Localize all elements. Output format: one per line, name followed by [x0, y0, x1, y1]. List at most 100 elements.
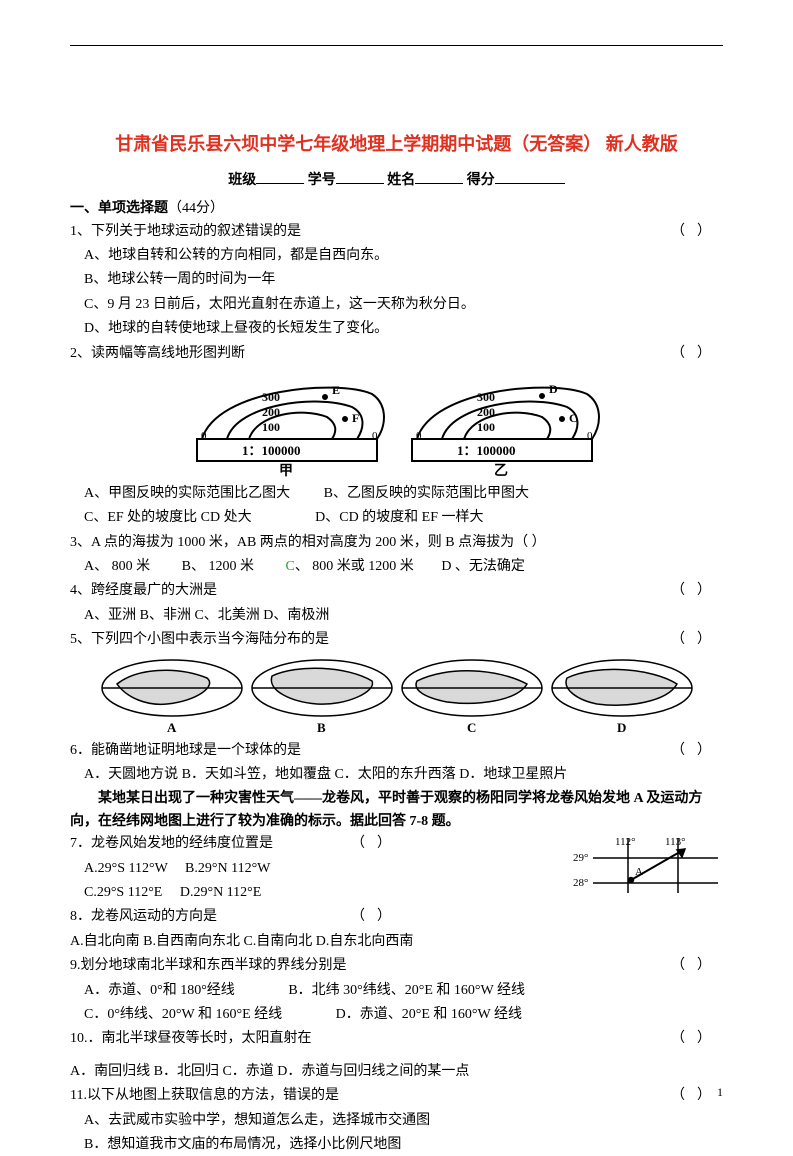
- q10-paren: （）: [671, 1028, 723, 1050]
- q5-B: B: [317, 720, 326, 735]
- q2-d: D、CD 的坡度和 EF 一样大: [315, 510, 483, 525]
- q5-figure: A B C D: [70, 656, 723, 736]
- jia-300: 300: [262, 390, 280, 404]
- label-class: 班级: [228, 173, 256, 188]
- q11-a: A、去武威市实验中学，想知道怎么走，选择城市交通图: [70, 1110, 723, 1132]
- q1-stem-row: 1、下列关于地球运动的叙述错误的是 （）: [70, 221, 723, 243]
- q6-opts: A．天圆地方说 B．天如斗笠，地如覆盘 C．太阳的东升西落 D．地球卫星照片: [70, 764, 723, 786]
- meta-line: 班级 学号 姓名 得分: [70, 169, 723, 192]
- q7-28: 28°: [573, 877, 588, 889]
- q5-D: D: [617, 720, 626, 735]
- q5-C: C: [467, 720, 476, 735]
- label-name: 姓名: [387, 173, 415, 188]
- blank-name: [415, 169, 463, 184]
- yi-label: 乙: [494, 463, 508, 479]
- q2-c: C、EF 处的坡度比 CD 处大: [70, 510, 252, 525]
- q9-row1: A．赤道、0°和 180°经线 B．北纬 30°纬线、20°E 和 160°W …: [70, 980, 723, 1002]
- yi-200: 200: [477, 405, 495, 419]
- q3-opts: A、 800 米 B、 1200 米 C、 800 米或 1200 米 D 、无…: [70, 556, 723, 578]
- jia-100: 100: [262, 420, 280, 434]
- context-78: 某地某日出现了一种灾害性天气——龙卷风，平时善于观察的杨阳同学将龙卷风始发地 A…: [70, 788, 723, 833]
- q9-d: D．赤道、20°E 和 160°W 经线: [336, 1007, 522, 1022]
- q7-stem: 7．龙卷风始发地的经纬度位置是: [70, 836, 273, 851]
- contour-maps-svg: 300 200 100 E F 0 0 1：100000 甲 300 200 1…: [187, 369, 607, 479]
- q9-paren: （）: [671, 955, 723, 977]
- q9-b: B．北纬 30°纬线、20°E 和 160°W 经线: [288, 983, 525, 998]
- section1-head: 一、单项选择题（44分）: [70, 198, 723, 220]
- q7-figure: 112° 113° 29° 28° A: [573, 833, 723, 911]
- q1-b: B、地球公转一周的时间为一年: [70, 269, 723, 291]
- q9-a: A．赤道、0°和 180°经线: [84, 983, 235, 998]
- exam-page: 甘肃省民乐县六坝中学七年级地理上学期期中试题（无答案） 新人教版 班级 学号 姓…: [0, 0, 793, 1122]
- exam-title: 甘肃省民乐县六坝中学七年级地理上学期期中试题（无答案） 新人教版: [70, 130, 723, 159]
- q2-stem: 2、读两幅等高线地形图判断: [70, 346, 245, 361]
- q8-opts: A.自北向南 B.自西南向东北 C.自南向北 D.自东北向西南: [70, 931, 723, 953]
- world-maps-svg: A B C D: [97, 656, 697, 736]
- q5-stem: 5、下列四个小图中表示当今海陆分布的是: [70, 632, 329, 647]
- q5-stem-row: 5、下列四个小图中表示当今海陆分布的是 （）: [70, 629, 723, 651]
- jia-E: E: [332, 383, 340, 397]
- q11-stem-row: 11.以下从地图上获取信息的方法，错误的是 （）: [70, 1085, 723, 1107]
- q9-c: C．0°纬线、20°W 和 160°E 经线: [84, 1007, 282, 1022]
- q10-opts: A．南回归线 B．北回归 C．赤道 D．赤道与回归线之间的某一点: [70, 1061, 723, 1083]
- q3-d: D 、无法确定: [441, 559, 525, 574]
- q8-stem-row: 8．龙卷风运动的方向是 （）: [70, 906, 563, 928]
- q11-paren: （）: [671, 1085, 723, 1107]
- q1-a: A、地球自转和公转的方向相同，都是自西向东。: [70, 245, 723, 267]
- lonlat-grid-svg: 112° 113° 29° 28° A: [573, 833, 723, 903]
- q3-c-rest: 、 800 米或 1200 米: [295, 559, 414, 574]
- yi-100: 100: [477, 420, 495, 434]
- q2-a: A、甲图反映的实际范围比乙图大: [70, 486, 290, 501]
- q1-c: C、9 月 23 日前后，太阳光直射在赤道上，这一天称为秋分日。: [70, 294, 723, 316]
- jia-label: 甲: [279, 463, 293, 479]
- q5-A: A: [167, 720, 177, 735]
- q2-opts-row1: A、甲图反映的实际范围比乙图大 B、乙图反映的实际范围比甲图大: [70, 483, 723, 505]
- q1-stem: 1、下列关于地球运动的叙述错误的是: [70, 224, 301, 239]
- q2-paren: （）: [671, 343, 723, 365]
- q3-stem: 3、A 点的海拔为 1000 米，AB 两点的相对高度为 200 米，则 B 点…: [70, 532, 723, 554]
- section1-title: 一、单项选择题: [70, 201, 168, 216]
- yi-zero-l: 0: [416, 430, 422, 442]
- q7-paren: （）: [351, 833, 403, 855]
- q3-a: A、 800 米: [84, 559, 150, 574]
- yi-zero-r: 0: [587, 430, 593, 442]
- q11-stem: 11.以下从地图上获取信息的方法，错误的是: [70, 1088, 339, 1103]
- top-rule: [70, 45, 723, 46]
- blank-class: [256, 169, 304, 184]
- q5-paren: （）: [671, 629, 723, 651]
- q4-stem-row: 4、跨经度最广的大洲是 （）: [70, 580, 723, 602]
- q4-stem: 4、跨经度最广的大洲是: [70, 583, 217, 598]
- q9-row2: C．0°纬线、20°W 和 160°E 经线 D．赤道、20°E 和 160°W…: [70, 1004, 723, 1026]
- blank-num: [336, 169, 384, 184]
- yi-D: D: [549, 382, 558, 396]
- q7-stem-row: 7．龙卷风始发地的经纬度位置是 （）: [70, 833, 563, 855]
- q7-113: 113°: [665, 836, 686, 848]
- q2-b: B、乙图反映的实际范围比甲图大: [324, 486, 529, 501]
- q8-paren: （）: [351, 906, 403, 928]
- label-num: 学号: [308, 173, 336, 188]
- blank-score: [495, 169, 565, 184]
- q7-d: D.29°N 112°E: [180, 885, 261, 900]
- section1-points: （44分）: [168, 201, 224, 216]
- q2-figure: 300 200 100 E F 0 0 1：100000 甲 300 200 1…: [70, 369, 723, 479]
- q7-b: B.29°N 112°W: [185, 861, 270, 876]
- q6-stem-row: 6．能确凿地证明地球是一个球体的是 （）: [70, 740, 723, 762]
- q9-stem: 9.划分地球南北半球和东西半球的界线分别是: [70, 958, 347, 973]
- jia-zero-l: 0: [201, 430, 207, 442]
- q2-stem-row: 2、读两幅等高线地形图判断 （）: [70, 343, 723, 365]
- q10-stem-row: 10.．南北半球昼夜等长时，太阳直射在 （）: [70, 1028, 723, 1050]
- jia-F: F: [352, 411, 359, 425]
- yi-300: 300: [477, 390, 495, 404]
- q4-opts: A、亚洲 B、非洲 C、北美洲 D、南极洲: [70, 605, 723, 627]
- q7-A: A: [635, 866, 643, 878]
- q7-112: 112°: [615, 836, 636, 848]
- q6-stem: 6．能确凿地证明地球是一个球体的是: [70, 743, 301, 758]
- yi-scale: 1：100000: [457, 443, 516, 458]
- q11-b: B．想知道我市文庙的布局情况，选择小比例尺地图: [70, 1134, 723, 1156]
- q1-paren: （）: [671, 221, 723, 243]
- q7-29: 29°: [573, 852, 588, 864]
- jia-zero-r: 0: [372, 430, 378, 442]
- q2-opts-row2: C、EF 处的坡度比 CD 处大 D、CD 的坡度和 EF 一样大: [70, 507, 723, 529]
- jia-200: 200: [262, 405, 280, 419]
- q6-paren: （）: [671, 740, 723, 762]
